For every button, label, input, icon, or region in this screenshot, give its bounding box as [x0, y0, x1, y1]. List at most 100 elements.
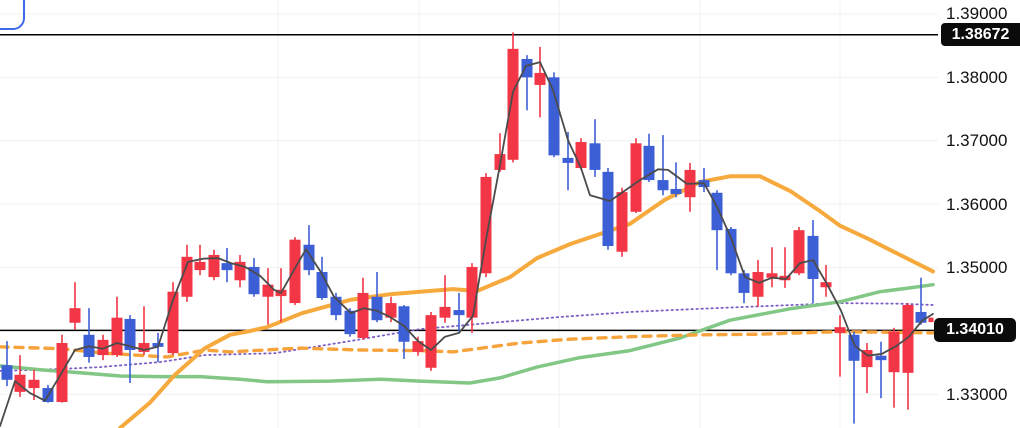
candle-body	[124, 318, 136, 351]
candle	[725, 226, 737, 276]
candle	[466, 263, 478, 333]
candle-body	[928, 317, 934, 323]
candle-body	[208, 254, 220, 278]
candle	[97, 334, 109, 361]
candle-body	[848, 334, 860, 361]
price-badge-resistance-value: 1.38672	[951, 25, 1010, 43]
candle	[875, 341, 887, 399]
candle	[834, 315, 846, 377]
candle	[902, 303, 914, 410]
candle-body	[425, 315, 437, 368]
candle	[208, 249, 220, 281]
candle-body	[344, 310, 356, 335]
selection-corner-decoration	[0, 0, 25, 30]
candle	[412, 336, 424, 356]
candle	[124, 315, 136, 383]
candle	[371, 272, 383, 323]
candle-body	[521, 58, 533, 78]
candle-body	[14, 374, 26, 392]
candle	[888, 327, 900, 408]
candle-body	[575, 142, 587, 169]
candle-body	[194, 261, 206, 271]
candle-body	[167, 291, 179, 354]
candle-body	[480, 176, 492, 274]
candle	[439, 275, 451, 323]
candle-body	[643, 145, 655, 181]
candle	[262, 268, 274, 325]
candle-body	[752, 272, 764, 297]
price-axis-label: 1.39000	[946, 4, 1008, 24]
candle	[275, 268, 287, 323]
candle	[83, 308, 95, 363]
candle-body	[28, 379, 40, 389]
candle	[398, 304, 410, 359]
candle	[534, 46, 546, 118]
candle-body	[234, 261, 246, 281]
candle	[14, 355, 26, 397]
candle	[548, 72, 560, 158]
candle-body	[289, 239, 301, 304]
candle	[793, 226, 805, 276]
candle-body	[915, 311, 927, 323]
candle-body	[602, 171, 614, 247]
candle	[138, 306, 150, 356]
candle-body	[793, 230, 805, 274]
candle-body	[875, 355, 887, 361]
candle-body	[670, 188, 682, 195]
candle	[848, 331, 860, 424]
candle-body	[738, 273, 750, 293]
candle	[56, 334, 68, 403]
candle-body	[69, 308, 81, 323]
candle	[507, 32, 519, 163]
candle-body	[562, 157, 574, 163]
candle-body	[888, 331, 900, 373]
candle	[1, 341, 13, 387]
level-lines-layer	[0, 33, 938, 332]
candle-body	[548, 77, 560, 156]
candle	[657, 135, 669, 196]
candle-body	[589, 143, 601, 170]
candle-body	[902, 304, 914, 373]
candle-body	[181, 256, 193, 297]
candle-body	[616, 192, 628, 252]
candle	[167, 282, 179, 356]
candles-layer	[1, 32, 934, 424]
candle-body	[111, 317, 123, 356]
candle	[303, 225, 315, 276]
candle-body	[1, 365, 13, 380]
candle-body	[439, 306, 451, 318]
overlay-close-price-line	[0, 61, 934, 428]
candle-body	[221, 263, 233, 271]
candle-body	[534, 72, 546, 85]
candle-body	[630, 143, 642, 212]
candle-body	[357, 292, 369, 338]
candle-body	[303, 244, 315, 271]
candle	[69, 282, 81, 330]
candle	[915, 277, 927, 325]
candle-body	[97, 339, 109, 356]
candle-body	[385, 303, 397, 318]
candle	[711, 190, 723, 271]
candle	[425, 311, 437, 371]
candle-body	[725, 228, 737, 274]
candle	[111, 296, 123, 357]
candle	[221, 247, 233, 283]
overlay-ma-orange	[118, 174, 935, 428]
candle	[630, 138, 642, 214]
price-axis-label: 1.37000	[946, 131, 1008, 151]
candle	[234, 254, 246, 288]
candle-body	[248, 266, 260, 295]
candle	[575, 138, 587, 170]
candle	[181, 244, 193, 302]
candle	[316, 256, 328, 300]
candle-body	[657, 180, 669, 191]
candle-body	[834, 327, 846, 333]
price-axis-label: 1.38000	[946, 67, 1008, 87]
price-axis-label: 1.36000	[946, 194, 1008, 214]
candle-body	[138, 343, 150, 352]
candle-body	[807, 235, 819, 279]
candle	[521, 55, 533, 111]
price-axis-label: 1.33000	[946, 384, 1008, 404]
